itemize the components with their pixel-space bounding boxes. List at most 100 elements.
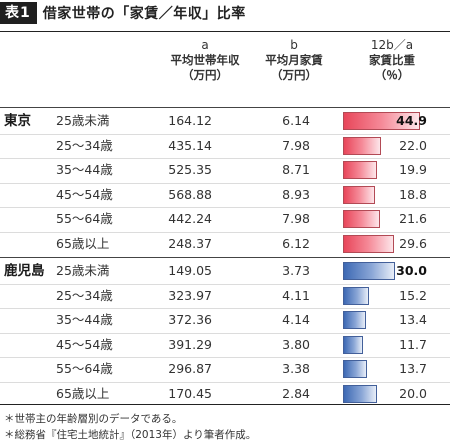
header-rent-label: 平均月家賃 [265, 53, 323, 67]
header-income-letter: a [201, 38, 209, 52]
row-divider [0, 158, 450, 159]
ratio-value-label: 30.0 [396, 263, 427, 278]
ratio-bar [343, 185, 376, 204]
ratio-bar-track: 20.0 [343, 384, 449, 403]
age-group-cell: 25歳未満 [56, 113, 110, 128]
table-row: 65歳以上 170.45 2.84 20.0 [0, 381, 450, 406]
table-row: 25～34歳 435.14 7.98 22.0 [0, 133, 450, 158]
ratio-bar-track: 15.2 [343, 286, 449, 305]
income-cell: 442.24 [168, 211, 212, 226]
age-group-cell: 65歳以上 [56, 235, 110, 251]
income-cell: 248.37 [168, 235, 212, 251]
ratio-value-label: 15.2 [399, 287, 427, 303]
rent-cell: 6.12 [282, 235, 310, 251]
age-group-cell: 25～34歳 [56, 137, 113, 153]
row-divider [0, 133, 450, 135]
ratio-bar-track: 21.6 [343, 210, 449, 228]
row-divider [0, 357, 450, 358]
ratio-bar [343, 112, 421, 130]
ratio-bar [343, 234, 394, 253]
row-divider [0, 381, 450, 383]
age-group-cell: 45～54歳 [56, 336, 113, 352]
rent-cell: 2.84 [282, 385, 310, 401]
table-row: 45～54歳 391.29 3.80 11.7 [0, 332, 450, 357]
ratio-bar-track: 22.0 [343, 136, 449, 155]
ratio-bar-track: 11.7 [343, 335, 449, 354]
data-table: a 平均世帯年収 （万円） b 平均月家賃 （万円） 12b／a 家賃比重 （％… [0, 31, 450, 405]
income-cell: 164.12 [168, 113, 212, 128]
ratio-bar [343, 210, 381, 228]
table-number-label: 表1 [0, 2, 37, 24]
rent-cell: 7.98 [282, 137, 310, 153]
rent-cell: 3.80 [282, 336, 310, 352]
age-group-cell: 25～34歳 [56, 287, 113, 303]
footnotes: ＊世帯主の年齢層別のデータである。 ＊総務省『住宅土地統計』（2013年）より筆… [4, 411, 256, 443]
ratio-bar-track: 44.9 [343, 112, 449, 130]
row-divider [0, 182, 450, 184]
rent-cell: 4.14 [282, 312, 310, 327]
ratio-bar-track: 30.0 [343, 262, 449, 280]
rent-cell: 3.73 [282, 263, 310, 278]
income-cell: 568.88 [168, 186, 212, 202]
table-row: 55～64歳 442.24 7.98 21.6 [0, 207, 450, 231]
row-divider [0, 332, 450, 334]
header-income: a 平均世帯年収 （万円） [150, 38, 260, 83]
group-rule [0, 257, 450, 258]
bottom-rule [0, 404, 450, 405]
age-group-cell: 55～64歳 [56, 361, 113, 376]
ratio-value-label: 13.4 [399, 312, 427, 327]
row-divider [0, 231, 450, 233]
income-cell: 149.05 [168, 263, 212, 278]
rent-cell: 4.11 [282, 287, 310, 303]
ratio-bar [343, 360, 367, 378]
rent-cell: 7.98 [282, 211, 310, 226]
ratio-bar [343, 286, 370, 305]
region-label: 鹿児島 [4, 263, 45, 279]
age-group-cell: 35～44歳 [56, 162, 113, 177]
row-divider [0, 308, 450, 309]
region-label: 東京 [4, 113, 31, 129]
rent-cell: 8.93 [282, 186, 310, 202]
income-cell: 323.97 [168, 287, 212, 303]
ratio-value-label: 44.9 [396, 113, 427, 128]
header-ratio-unit: （％） [374, 68, 410, 82]
ratio-bar [343, 335, 364, 354]
table-row: 55～64歳 296.87 3.38 13.7 [0, 357, 450, 381]
table-row: 25～34歳 323.97 4.11 15.2 [0, 283, 450, 308]
rent-cell: 6.14 [282, 113, 310, 128]
age-group-cell: 45～54歳 [56, 186, 113, 202]
income-cell: 296.87 [168, 361, 212, 376]
age-group-cell: 25歳未満 [56, 263, 110, 278]
ratio-value-label: 13.7 [399, 361, 427, 376]
table-title-text: 借家世帯の「家賃／年収」比率 [42, 6, 246, 22]
ratio-bar [343, 384, 378, 403]
header-rule [0, 107, 450, 108]
ratio-bar-track: 18.8 [343, 185, 449, 204]
ratio-bar [343, 136, 381, 155]
ratio-bar-track: 29.6 [343, 234, 449, 253]
ratio-bar [343, 262, 395, 280]
income-cell: 391.29 [168, 336, 212, 352]
ratio-bar-track: 13.7 [343, 360, 449, 378]
table-title: 表1 借家世帯の「家賃／年収」比率 [0, 2, 246, 24]
header-rent: b 平均月家賃 （万円） [252, 38, 336, 83]
age-group-cell: 55～64歳 [56, 211, 113, 226]
top-rule [0, 31, 450, 32]
header-ratio-label: 家賃比重 [369, 53, 415, 67]
income-cell: 372.36 [168, 312, 212, 327]
ratio-value-label: 20.0 [399, 385, 427, 401]
row-divider [0, 283, 450, 285]
ratio-value-label: 21.6 [399, 211, 427, 226]
ratio-value-label: 19.9 [399, 162, 427, 177]
ratio-value-label: 11.7 [399, 336, 427, 352]
ratio-bar-track: 19.9 [343, 161, 449, 179]
ratio-bar-track: 13.4 [343, 311, 449, 329]
table-row: 65歳以上 248.37 6.12 29.6 [0, 231, 450, 256]
header-rent-unit: （万円） [271, 68, 317, 82]
income-cell: 435.14 [168, 137, 212, 153]
ratio-value-label: 29.6 [399, 235, 427, 251]
footnote: ＊総務省『住宅土地統計』（2013年）より筆者作成。 [4, 429, 257, 441]
income-cell: 525.35 [168, 162, 212, 177]
footnote: ＊世帯主の年齢層別のデータである。 [4, 413, 183, 425]
table-row: 45～54歳 568.88 8.93 18.8 [0, 182, 450, 207]
